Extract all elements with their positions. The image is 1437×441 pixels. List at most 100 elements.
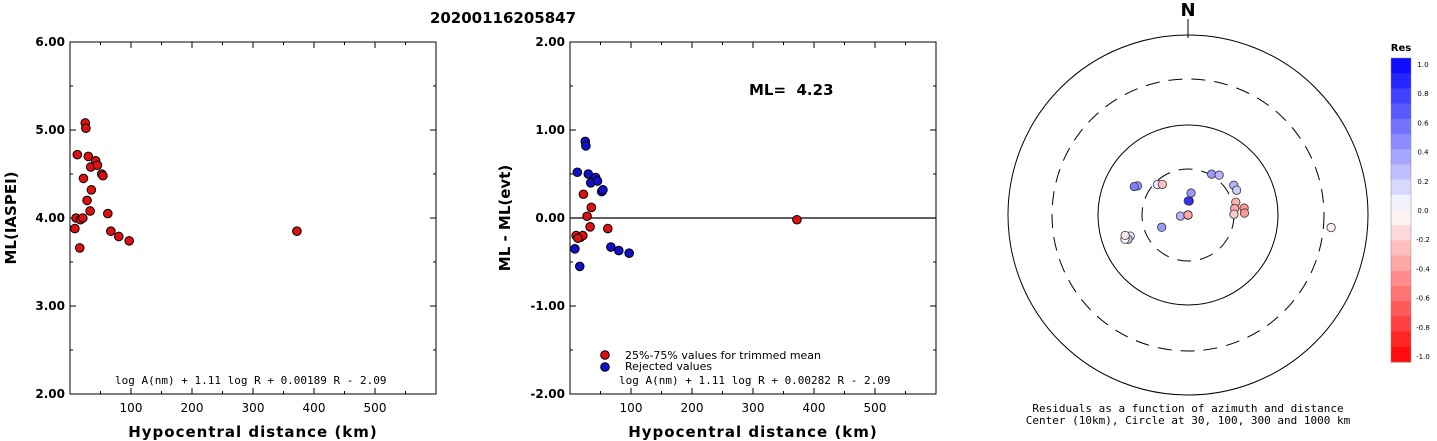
chart2-ytick-label: 2.00 <box>535 35 565 49</box>
chart2-xtick-label: 200 <box>681 401 704 415</box>
chart1-xtick-label: 300 <box>242 401 265 415</box>
chart2-ylabel: ML - ML(evt) <box>496 165 514 271</box>
legend-marker-rejected <box>600 362 610 372</box>
chart1-xtick-label: 100 <box>120 401 143 415</box>
chart1-data-point <box>103 208 113 219</box>
chart2-xtick-label: 500 <box>864 401 887 415</box>
residual-colorbar: Res 1.0 0.8 0.6 0.4 0.2 0.0 -0.2 -0.4 -0.6 -0.8 -1… <box>1390 43 1430 363</box>
colorbar-segment <box>1391 240 1411 257</box>
colorbar-tick-label: 0.4 <box>1417 149 1429 157</box>
chart1-xtick-label: 200 <box>181 401 204 415</box>
colorbar-tick-label: 0.0 <box>1417 207 1428 215</box>
polar-ring-300km <box>1051 78 1325 352</box>
colorbar-segment <box>1391 346 1411 363</box>
colorbar-segment <box>1391 134 1411 150</box>
chart1-data-point <box>72 149 83 160</box>
polar-station-point <box>1120 230 1130 241</box>
chart1-data-point <box>98 170 108 181</box>
polar-station-point <box>1326 222 1336 233</box>
colorbar-title: Res <box>1391 43 1411 54</box>
chart2-ytick-label: -1.00 <box>530 299 565 313</box>
chart-ml-residual: 100 200 300 400 500 -2.00 -1.00 0.00 1.00 2.00 ML… <box>496 35 937 441</box>
legend-label-trimmed: 25%-75% values for trimmed mean <box>625 349 821 362</box>
colorbar-tick-label: 0.2 <box>1417 178 1428 186</box>
chart2-rejected-point <box>574 261 585 272</box>
polar-station-point <box>1229 209 1239 219</box>
chart1-data-point <box>83 151 94 162</box>
chart1-formula: log A(nm) + 1.11 log R + 0.00189 R - 2.0… <box>115 374 387 387</box>
chart2-trimmed-point <box>582 211 592 222</box>
chart1-ytick-label: 6.00 <box>35 35 65 49</box>
chart2-rejected-point <box>570 244 580 254</box>
chart2-trimmed-point <box>573 233 583 244</box>
colorbar-segment <box>1391 149 1411 165</box>
north-label: N <box>1180 0 1195 21</box>
legend-marker-trimmed <box>600 350 610 360</box>
colorbar-segment <box>1391 58 1411 74</box>
legend-label-rejected: Rejected values <box>625 360 712 373</box>
chart2-trimmed-point <box>603 223 613 234</box>
polar-residual-plot: N Residuals as a function of azimuth and… <box>1007 0 1369 427</box>
chart1-data-point <box>81 123 91 134</box>
colorbar-segment <box>1391 73 1411 89</box>
polar-station-point <box>1232 185 1242 195</box>
polar-station-point <box>1129 181 1139 192</box>
polar-station-point <box>1214 170 1224 180</box>
chart2-rejected-point <box>592 176 603 186</box>
colorbar-segment <box>1391 316 1411 333</box>
chart2-trimmed-point <box>586 202 597 213</box>
chart1-ytick-label: 3.00 <box>35 299 65 313</box>
chart2-rejected-point <box>598 185 608 195</box>
chart2-xtick-label: 300 <box>742 401 765 415</box>
polar-station-point <box>1183 196 1193 206</box>
chart2-rejected-point <box>606 242 616 252</box>
chart1-data-point <box>292 226 302 236</box>
chart1-data-point <box>92 160 103 170</box>
chart1-xtick-label: 500 <box>364 401 387 415</box>
chart2-legend: 25%-75% values for trimmed mean Rejected… <box>600 349 821 373</box>
colorbar-frame <box>1390 57 1412 363</box>
chart2-trimmed-point <box>585 222 595 232</box>
chart2-ytick-label: -2.00 <box>530 387 565 401</box>
colorbar-tick-label: 1.0 <box>1417 61 1428 69</box>
polar-station-point <box>1157 222 1167 232</box>
colorbar-tick-label: -0.6 <box>1416 295 1430 303</box>
chart2-rejected-point <box>581 141 591 151</box>
polar-ring-100km <box>1097 124 1279 306</box>
colorbar-segment <box>1391 255 1411 272</box>
chart2-ytick-label: 0.00 <box>535 211 565 225</box>
polar-station-point <box>1206 169 1217 179</box>
colorbar-tick-label: -1.0 <box>1416 353 1430 361</box>
polar-station-point <box>1157 179 1167 189</box>
colorbar-segment <box>1391 210 1411 226</box>
chart1-frame <box>69 41 437 395</box>
chart2-formula: log A(nm) + 1.11 log R + 0.00282 R - 2.0… <box>619 374 891 387</box>
polar-station-point <box>1183 210 1193 220</box>
polar-ring-1000km <box>1007 34 1369 396</box>
chart1-ytick-label: 5.00 <box>35 123 65 137</box>
figure-title: 20200116205847 <box>430 9 576 27</box>
colorbar-tick-label: -0.2 <box>1416 236 1430 244</box>
chart1-data-point <box>85 206 95 216</box>
polar-caption-line2: Center (10km), Circle at 30, 100, 300 an… <box>1026 414 1351 427</box>
chart2-xlabel: Hypocentral distance (km) <box>628 423 878 441</box>
chart2-xtick-label: 100 <box>620 401 643 415</box>
polar-station-point <box>1186 188 1196 198</box>
colorbar-segment <box>1391 103 1411 120</box>
chart2-trimmed-point <box>792 214 802 225</box>
chart1-data-point <box>124 236 134 246</box>
colorbar-segment <box>1391 118 1411 135</box>
chart1-data-point <box>82 195 92 206</box>
chart2-ml-annotation: ML= 4.23 <box>749 81 834 99</box>
colorbar-segment <box>1391 179 1411 196</box>
chart1-data-point <box>78 213 88 223</box>
colorbar-tick-label: 0.6 <box>1417 119 1429 127</box>
chart-ml-iaspei: 100 200 300 400 500 2.00 3.00 4.00 5.00 6.00 ML(I… <box>2 35 437 441</box>
chart1-xlabel: Hypocentral distance (km) <box>128 423 378 441</box>
colorbar-segment <box>1391 301 1411 317</box>
polar-caption-line1: Residuals as a function of azimuth and d… <box>1032 402 1343 415</box>
chart2-xtick-label: 400 <box>803 401 826 415</box>
chart1-ytick-label: 4.00 <box>35 211 65 225</box>
colorbar-segment <box>1391 286 1411 302</box>
